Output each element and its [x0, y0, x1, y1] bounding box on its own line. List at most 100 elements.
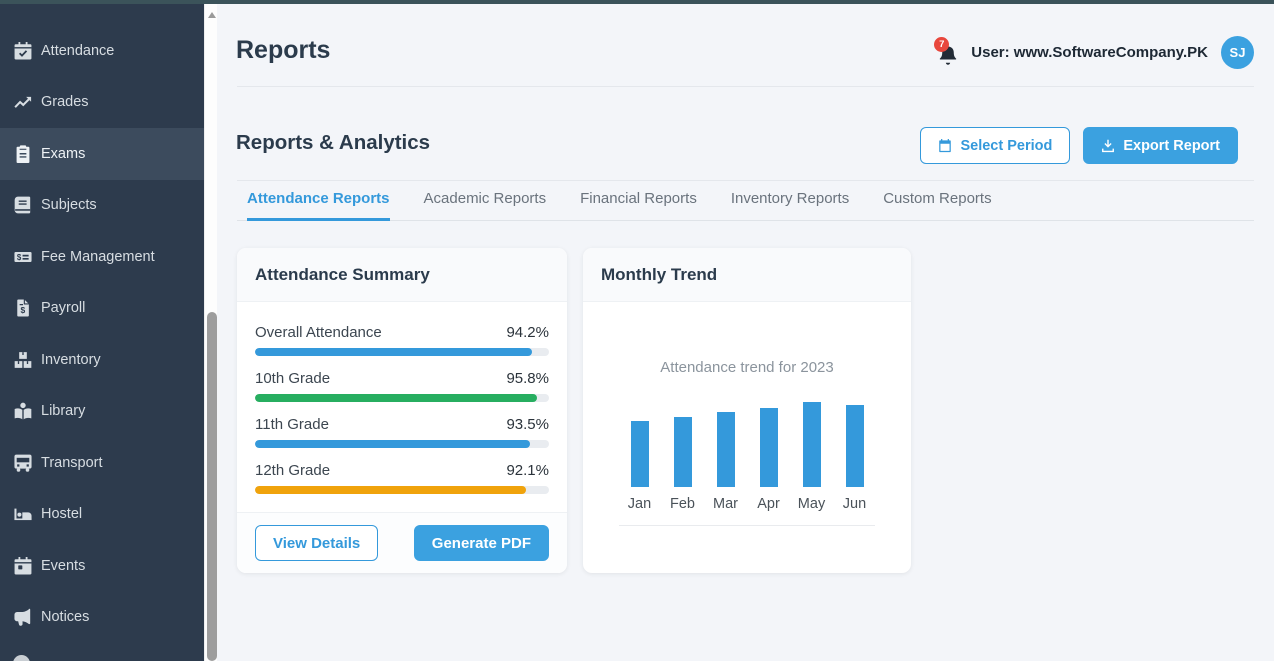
scroll-up-arrow-icon[interactable] — [207, 12, 216, 18]
svg-text:$: $ — [21, 305, 26, 315]
attendance-summary-body: Overall Attendance 94.2% 10th Grade 95.8… — [237, 302, 567, 494]
sidebar-item-inventory[interactable]: Inventory — [0, 334, 204, 386]
sidebar-item-grades[interactable]: Grades — [0, 77, 204, 129]
card-header: Monthly Trend — [583, 248, 911, 302]
download-icon — [1101, 139, 1115, 153]
bar-chart — [601, 402, 893, 487]
sidebar-item-label: Attendance — [41, 42, 115, 59]
sidebar-item-label: Fee Management — [41, 248, 155, 265]
card-header: Attendance Summary — [237, 248, 567, 302]
tab-attendance-reports[interactable]: Attendance Reports — [247, 190, 390, 221]
toolbar-buttons: Select Period Export Report — [920, 127, 1238, 164]
card-footer: View Details Generate PDF — [237, 512, 567, 573]
select-period-label: Select Period — [960, 137, 1053, 154]
attendance-row-value: 92.1% — [506, 462, 549, 479]
attendance-row-10th-grade: 10th Grade 95.8% — [255, 369, 549, 402]
notification-badge: 7 — [934, 36, 950, 52]
report-tabs: Attendance Reports Academic Reports Financ… — [237, 190, 1254, 221]
calendar-check-icon — [14, 41, 32, 60]
progress-fill — [255, 486, 526, 494]
sidebar-item-events[interactable]: Events — [0, 540, 204, 592]
attendance-row-label: 10th Grade — [255, 370, 331, 387]
calendar-day-icon — [14, 556, 32, 575]
chart-bar-feb — [666, 402, 700, 487]
attendance-summary-card: Attendance Summary Overall Attendance 94… — [237, 248, 567, 573]
chart-bar-apr — [752, 402, 786, 487]
top-strip — [0, 0, 1274, 4]
invoice-dollar-icon: $ — [14, 299, 32, 317]
bell-icon — [938, 46, 958, 69]
tab-custom-reports[interactable]: Custom Reports — [883, 190, 992, 207]
sidebar-item-subjects[interactable]: Subjects — [0, 180, 204, 232]
sidebar-item-label: Transport — [41, 454, 103, 471]
select-period-button[interactable]: Select Period — [920, 127, 1071, 164]
svg-text:$: $ — [17, 253, 22, 262]
chart-bar-may — [795, 402, 829, 487]
header-divider — [237, 86, 1254, 87]
sidebar-scrollbar-thumb[interactable] — [206, 312, 217, 661]
chart-label-apr: Apr — [757, 496, 780, 512]
bar-chart-labels: Jan Feb Mar Apr May Jun — [601, 496, 893, 512]
view-details-button[interactable]: View Details — [255, 525, 379, 561]
tab-inventory-reports[interactable]: Inventory Reports — [730, 190, 850, 207]
card-title: Monthly Trend — [601, 264, 718, 284]
section-divider — [237, 180, 1254, 181]
avatar[interactable]: SJ — [1221, 36, 1254, 69]
chart-label-jan: Jan — [627, 496, 652, 512]
page-title: Reports — [236, 36, 331, 64]
section-title: Reports & Analytics — [236, 131, 431, 154]
attendance-row-label: Overall Attendance — [255, 324, 382, 341]
notifications-button[interactable]: 7 — [934, 36, 958, 65]
progress-track — [255, 394, 549, 402]
chart-bar-jun — [838, 402, 872, 487]
sidebar-item-payroll[interactable]: $ Payroll — [0, 283, 204, 335]
chart-label-jun: Jun — [842, 496, 867, 512]
attendance-row-value: 93.5% — [506, 416, 549, 433]
card-title: Attendance Summary — [255, 264, 430, 284]
sidebar-item-label: Events — [41, 557, 86, 574]
export-report-button[interactable]: Export Report — [1083, 127, 1238, 164]
sidebar-item-hostel[interactable]: Hostel — [0, 489, 204, 541]
bar — [630, 421, 649, 487]
sidebar-item-label: Subjects — [41, 197, 97, 214]
tab-academic-reports[interactable]: Academic Reports — [423, 190, 547, 207]
chart-label-mar: Mar — [713, 496, 738, 512]
chart-bar-jan — [623, 402, 657, 487]
money-check-icon: $ — [14, 248, 32, 266]
export-report-label: Export Report — [1123, 137, 1220, 154]
sidebar-scrollbar[interactable] — [204, 4, 217, 661]
sidebar-item-label: Notices — [41, 609, 90, 626]
sidebar-item-label: Exams — [41, 145, 86, 162]
bar — [673, 417, 692, 487]
sidebar-nav: Attendance Grades Exams Subjects $ Fee Manage… — [0, 0, 204, 643]
sidebar-item-library[interactable]: Library — [0, 386, 204, 438]
sidebar-item-label: Grades — [41, 94, 89, 111]
sidebar-item-fee-management[interactable]: $ Fee Management — [0, 231, 204, 283]
sidebar-item-notices[interactable]: Notices — [0, 592, 204, 644]
sidebar-item-attendance[interactable]: Attendance — [0, 25, 204, 77]
book-reader-icon — [14, 402, 32, 420]
attendance-row-label: 11th Grade — [255, 416, 329, 433]
attendance-row-11th-grade: 11th Grade 93.5% — [255, 415, 549, 448]
attendance-row-12th-grade: 12th Grade 92.1% — [255, 461, 549, 494]
attendance-row-label: 12th Grade — [255, 462, 331, 479]
progress-track — [255, 486, 549, 494]
chart-label-may: May — [797, 496, 826, 512]
progress-fill — [255, 348, 532, 356]
attendance-row-overall-attendance: Overall Attendance 94.2% — [255, 323, 549, 356]
partial-profile-icon — [13, 655, 30, 661]
sidebar-item-exams[interactable]: Exams — [0, 128, 204, 180]
sidebar-item-label: Hostel — [41, 506, 83, 523]
sidebar-item-label: Inventory — [41, 351, 101, 368]
progress-track — [255, 348, 549, 356]
monthly-trend-body: Attendance trend for 2023 Jan Feb Mar Apr Ma… — [583, 302, 911, 526]
tab-financial-reports[interactable]: Financial Reports — [580, 190, 697, 207]
chart-bar-mar — [709, 402, 743, 487]
sidebar: Attendance Grades Exams Subjects $ Fee Manage… — [0, 0, 204, 661]
generate-pdf-button[interactable]: Generate PDF — [413, 525, 549, 561]
sidebar-item-transport[interactable]: Transport — [0, 437, 204, 489]
bar — [802, 402, 821, 487]
sidebar-item-label: Library — [41, 403, 86, 420]
bed-icon — [14, 505, 32, 523]
